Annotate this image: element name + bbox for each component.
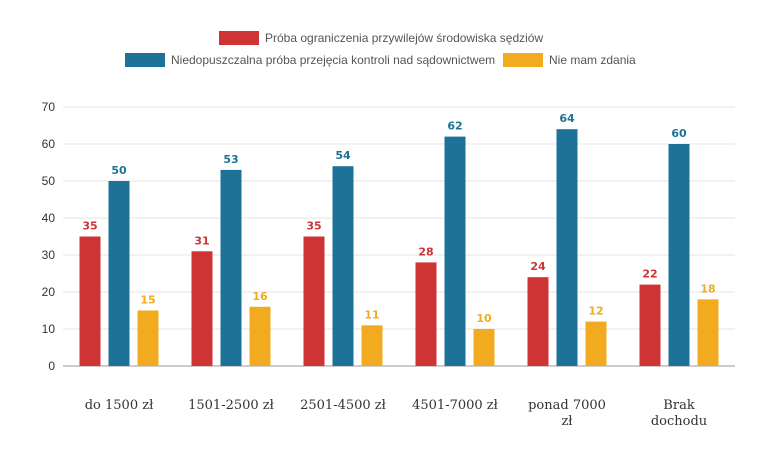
bar[interactable] bbox=[444, 136, 466, 366]
category-group: 24 64 12 bbox=[527, 112, 607, 366]
bar[interactable] bbox=[668, 144, 690, 366]
bar[interactable] bbox=[585, 321, 607, 366]
bar[interactable] bbox=[527, 277, 549, 366]
y-tick-label: 70 bbox=[42, 100, 56, 114]
data-label: 11 bbox=[364, 308, 379, 321]
bar[interactable] bbox=[137, 310, 159, 367]
bar[interactable] bbox=[79, 236, 101, 367]
y-tick-label: 50 bbox=[42, 174, 56, 188]
x-tick-label: Brak dochodu bbox=[651, 398, 707, 429]
y-axis: 0 10 20 30 40 50 60 70 bbox=[42, 100, 56, 373]
bar[interactable] bbox=[249, 306, 271, 366]
data-label: 10 bbox=[476, 312, 492, 325]
data-label: 31 bbox=[194, 234, 209, 247]
data-label: 18 bbox=[700, 282, 715, 295]
data-label: 64 bbox=[559, 112, 575, 125]
data-label: 24 bbox=[530, 260, 546, 273]
data-label: 35 bbox=[306, 220, 321, 233]
bar[interactable] bbox=[191, 251, 213, 366]
bar[interactable] bbox=[361, 325, 383, 366]
bar[interactable] bbox=[639, 284, 661, 366]
category-group: 35 50 15 bbox=[79, 164, 159, 367]
x-tick-label: 4501-7000 zł bbox=[412, 398, 499, 413]
bar[interactable] bbox=[220, 169, 242, 366]
data-label: 28 bbox=[418, 245, 433, 258]
x-tick-label: 2501-4500 zł bbox=[300, 398, 387, 413]
bar[interactable] bbox=[108, 181, 130, 366]
y-tick-label: 60 bbox=[42, 137, 56, 151]
category-group: 22 60 18 bbox=[639, 127, 719, 366]
legend-item-1[interactable]: Próba ograniczenia przywilejów środowisk… bbox=[219, 31, 543, 45]
data-label: 60 bbox=[671, 127, 687, 140]
y-tick-label: 0 bbox=[48, 359, 55, 373]
category-group: 31 53 16 bbox=[191, 153, 271, 366]
y-tick-label: 10 bbox=[42, 322, 56, 336]
x-axis: do 1500 zł 1501-2500 zł 2501-4500 zł 4501-7… bbox=[85, 398, 707, 429]
legend-swatch bbox=[219, 31, 259, 45]
data-label: 16 bbox=[252, 290, 268, 303]
category-group: 28 62 10 bbox=[415, 120, 495, 366]
legend-label: Niedopuszczalna próba przejęcia kontroli… bbox=[171, 53, 495, 67]
bar[interactable] bbox=[473, 329, 495, 366]
bar[interactable] bbox=[697, 299, 719, 366]
legend-item-3[interactable]: Nie mam zdania bbox=[503, 53, 636, 67]
data-label: 22 bbox=[642, 268, 657, 281]
bar[interactable] bbox=[303, 236, 325, 367]
bar[interactable] bbox=[332, 166, 354, 366]
data-label: 62 bbox=[447, 120, 462, 133]
x-tick-label: ponad 7000 zł bbox=[528, 398, 606, 429]
legend: Próba ograniczenia przywilejów środowisk… bbox=[125, 31, 636, 67]
data-label: 15 bbox=[140, 294, 155, 307]
data-label: 35 bbox=[82, 220, 97, 233]
y-tick-label: 20 bbox=[42, 285, 56, 299]
legend-label: Nie mam zdania bbox=[549, 53, 636, 67]
data-label: 54 bbox=[335, 149, 351, 162]
legend-item-2[interactable]: Niedopuszczalna próba przejęcia kontroli… bbox=[125, 53, 495, 67]
category-group: 35 54 11 bbox=[303, 149, 383, 367]
data-label: 12 bbox=[588, 305, 603, 318]
bar[interactable] bbox=[415, 262, 437, 366]
data-label: 50 bbox=[111, 164, 127, 177]
legend-swatch bbox=[503, 53, 543, 67]
legend-swatch bbox=[125, 53, 165, 67]
x-tick-label: do 1500 zł bbox=[85, 398, 154, 413]
bars: 35 50 15 31 53 16 35 54 11 28 62 10 24 64 12 22 60 18 bbox=[79, 112, 719, 367]
bar[interactable] bbox=[556, 129, 578, 366]
y-tick-label: 40 bbox=[42, 211, 56, 225]
y-tick-label: 30 bbox=[42, 248, 56, 262]
x-tick-label: 1501-2500 zł bbox=[188, 398, 275, 413]
legend-label: Próba ograniczenia przywilejów środowisk… bbox=[265, 31, 543, 45]
data-label: 53 bbox=[223, 153, 238, 166]
grid bbox=[63, 106, 735, 367]
